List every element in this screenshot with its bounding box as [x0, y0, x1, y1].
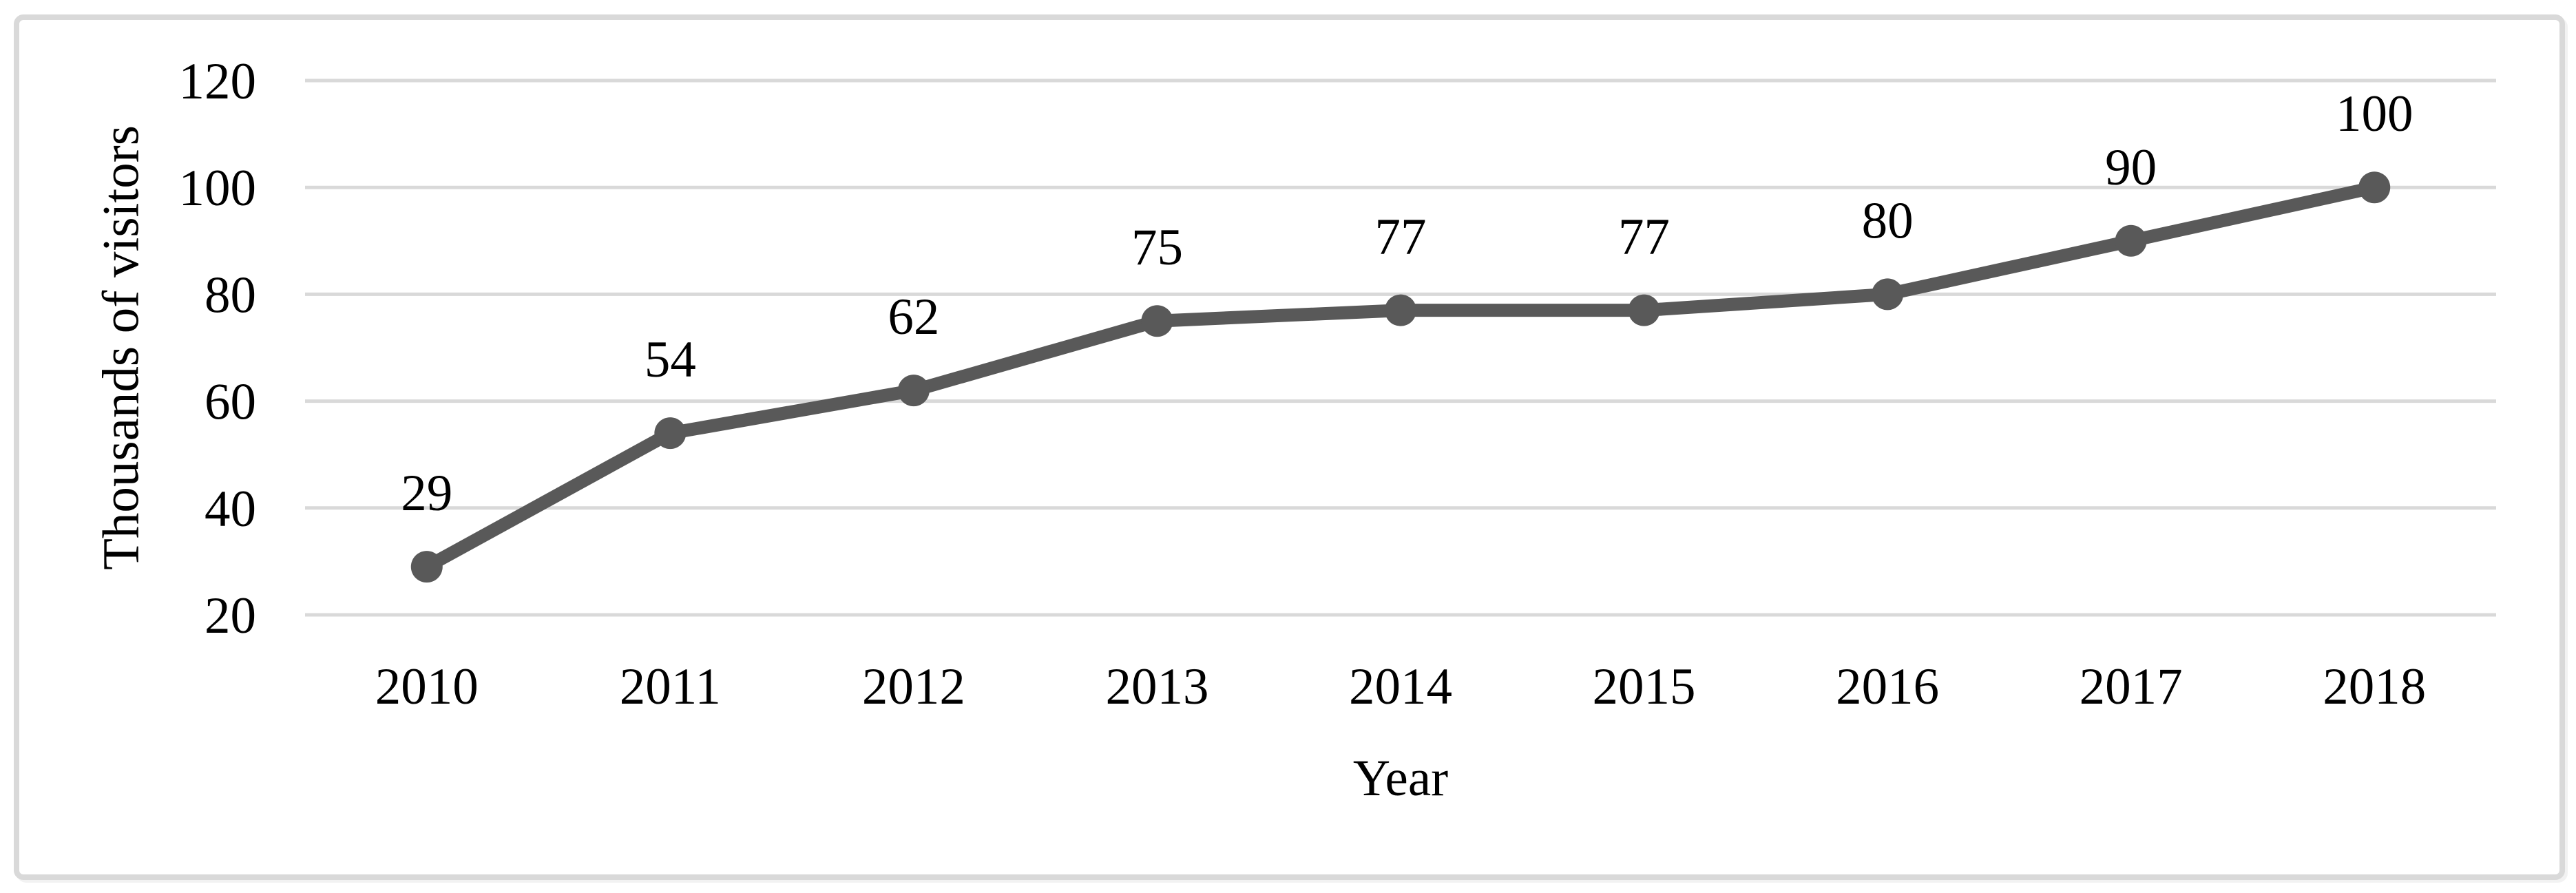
data-point-label: 62	[888, 288, 939, 346]
x-tick-label: 2015	[1593, 658, 1696, 715]
data-point-marker	[410, 551, 443, 583]
data-point-label: 80	[1862, 192, 1914, 249]
data-point-label: 90	[2105, 139, 2157, 196]
data-point-label: 54	[645, 331, 696, 388]
y-axis-title: Thousands of visitors	[92, 125, 150, 570]
data-point-label: 77	[1375, 209, 1427, 266]
data-point-marker	[2115, 224, 2147, 257]
figure-frame	[14, 14, 2565, 880]
y-tick-label: 120	[179, 53, 257, 110]
x-tick-label: 2014	[1349, 658, 1452, 715]
data-point-marker	[897, 375, 930, 407]
data-point-label: 75	[1131, 219, 1183, 276]
x-tick-label: 2017	[2080, 658, 2183, 715]
data-point-label: 77	[1618, 209, 1670, 266]
x-tick-label: 2011	[620, 658, 721, 715]
data-point-label: 100	[2336, 85, 2413, 143]
x-tick-label: 2010	[375, 658, 479, 715]
data-point-label: 29	[401, 465, 452, 522]
y-tick-label: 80	[205, 266, 256, 324]
data-point-marker	[654, 417, 687, 450]
y-tick-label: 100	[179, 160, 257, 217]
x-axis-title: Year	[1352, 750, 1449, 807]
y-tick-label: 40	[205, 481, 256, 538]
x-tick-label: 2012	[862, 658, 965, 715]
data-point-marker	[1141, 305, 1173, 337]
data-point-marker	[2358, 171, 2391, 204]
y-tick-label: 20	[205, 587, 256, 644]
x-tick-label: 2018	[2323, 658, 2426, 715]
data-point-marker	[1872, 278, 1904, 311]
data-point-marker	[1628, 294, 1660, 326]
x-tick-label: 2016	[1836, 658, 1939, 715]
data-point-marker	[1385, 294, 1416, 326]
y-tick-label: 60	[205, 374, 256, 431]
x-tick-label: 2013	[1105, 658, 1208, 715]
